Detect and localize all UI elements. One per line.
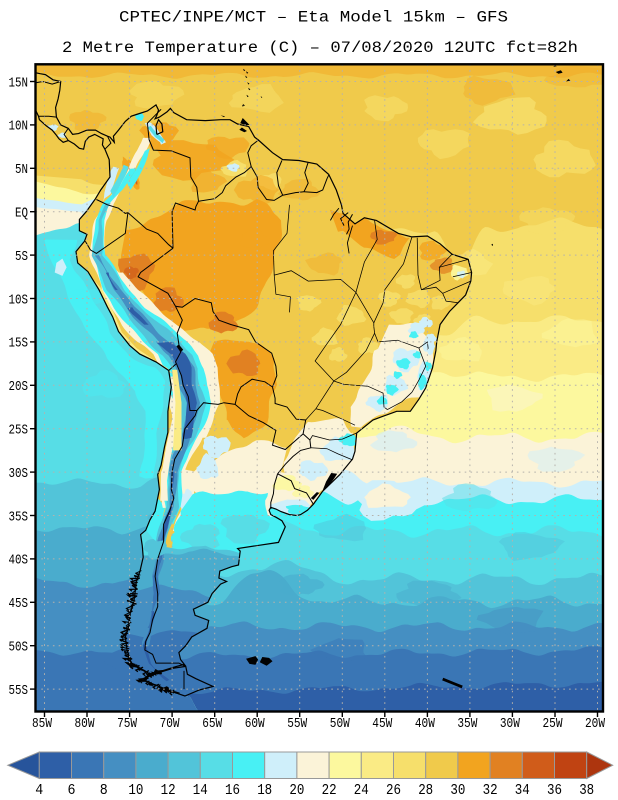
svg-text:40S: 40S xyxy=(9,554,29,569)
svg-text:60W: 60W xyxy=(245,717,266,732)
svg-text:50W: 50W xyxy=(330,717,351,732)
svg-text:10N: 10N xyxy=(9,120,29,135)
svg-text:35W: 35W xyxy=(457,717,478,732)
svg-text:4: 4 xyxy=(35,782,43,799)
svg-text:6: 6 xyxy=(68,782,76,799)
svg-text:65W: 65W xyxy=(202,717,223,732)
svg-text:75W: 75W xyxy=(117,717,138,732)
svg-text:38: 38 xyxy=(579,782,594,799)
svg-text:5N: 5N xyxy=(15,163,28,178)
svg-text:50S: 50S xyxy=(9,641,29,656)
svg-text:55S: 55S xyxy=(9,684,29,699)
svg-text:30: 30 xyxy=(450,782,465,799)
svg-text:20: 20 xyxy=(289,782,304,799)
svg-text:55W: 55W xyxy=(287,717,308,732)
svg-text:16: 16 xyxy=(225,782,240,799)
svg-text:18: 18 xyxy=(257,782,272,799)
svg-text:25W: 25W xyxy=(543,717,564,732)
svg-text:2 Metre Temperature (C) – 07/0: 2 Metre Temperature (C) – 07/08/2020 12U… xyxy=(62,39,578,57)
svg-text:24: 24 xyxy=(354,782,369,799)
svg-text:85W: 85W xyxy=(32,717,53,732)
svg-text:34: 34 xyxy=(515,782,530,799)
svg-text:36: 36 xyxy=(547,782,562,799)
svg-text:CPTEC/INPE/MCT – Eta Model 15: CPTEC/INPE/MCT – Eta Model 15km – GFS xyxy=(119,9,508,27)
svg-text:20S: 20S xyxy=(9,380,29,395)
svg-text:14: 14 xyxy=(193,782,208,799)
svg-text:26: 26 xyxy=(386,782,401,799)
svg-text:EQ: EQ xyxy=(15,207,28,222)
svg-text:15S: 15S xyxy=(9,337,29,352)
svg-text:30S: 30S xyxy=(9,467,29,482)
svg-text:70W: 70W xyxy=(160,717,181,732)
svg-text:40W: 40W xyxy=(415,717,436,732)
svg-text:10S: 10S xyxy=(9,293,29,308)
svg-text:25S: 25S xyxy=(9,424,29,439)
svg-text:45W: 45W xyxy=(372,717,393,732)
svg-text:5S: 5S xyxy=(15,250,28,265)
svg-text:30W: 30W xyxy=(500,717,521,732)
svg-text:20W: 20W xyxy=(585,717,606,732)
svg-text:35S: 35S xyxy=(9,510,29,525)
svg-text:32: 32 xyxy=(483,782,498,799)
svg-text:10: 10 xyxy=(128,782,143,799)
svg-text:15N: 15N xyxy=(9,76,29,91)
svg-text:12: 12 xyxy=(161,782,176,799)
svg-text:28: 28 xyxy=(418,782,433,799)
svg-text:45S: 45S xyxy=(9,597,29,612)
svg-text:22: 22 xyxy=(322,782,337,799)
svg-text:80W: 80W xyxy=(75,717,96,732)
svg-text:8: 8 xyxy=(100,782,108,799)
